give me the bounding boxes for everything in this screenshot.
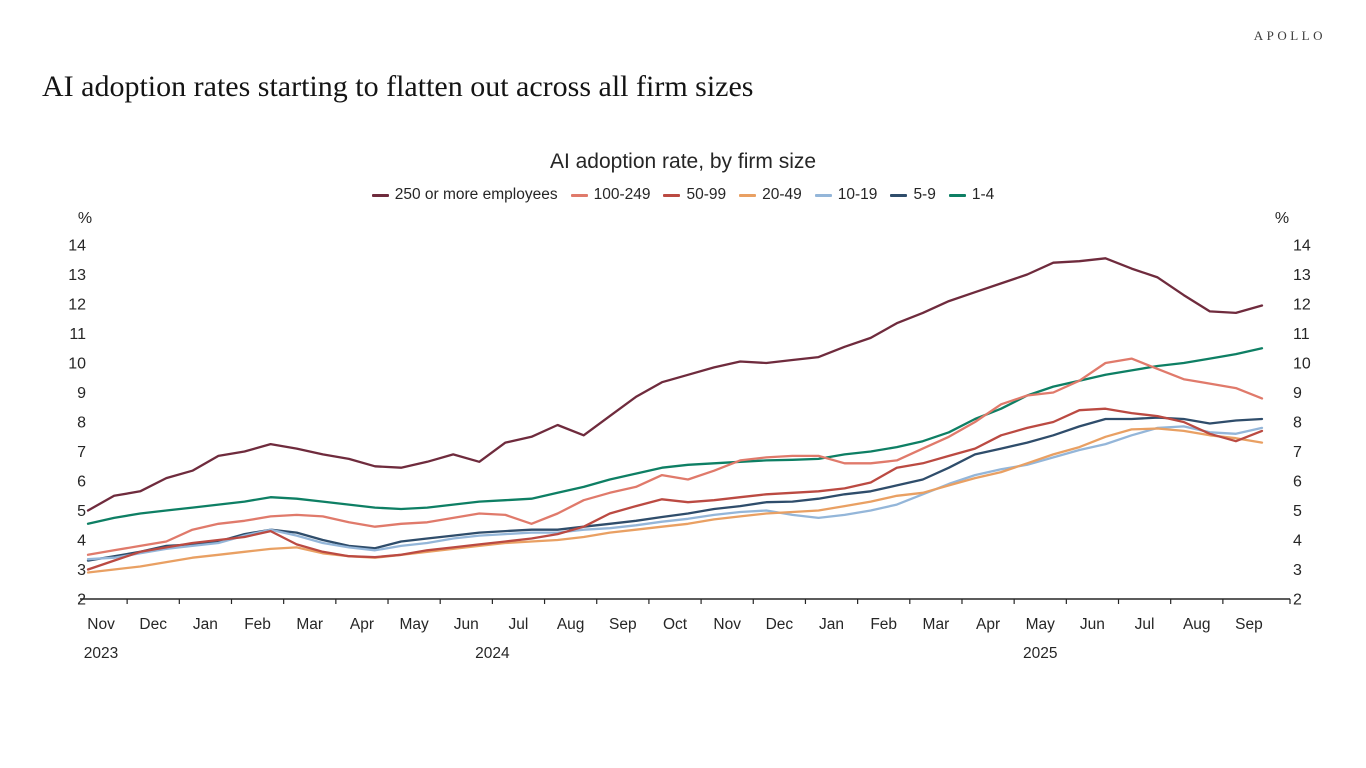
- legend-label: 5-9: [913, 186, 936, 203]
- y-axis-label-right: 8: [1293, 415, 1302, 432]
- x-axis-month-label: Nov: [87, 616, 115, 633]
- legend-label: 1-4: [971, 186, 995, 203]
- y-axis-label-left: 8: [77, 415, 86, 432]
- legend-label: 100-249: [593, 186, 651, 203]
- y-axis-label-left: 3: [77, 562, 86, 579]
- x-axis-month-label: Apr: [976, 616, 1000, 633]
- legend-item-250-or-more-employees: 250 or more employees: [371, 186, 558, 204]
- page-title: AI adoption rates starting to flatten ou…: [42, 70, 754, 104]
- y-axis-label-left: 10: [68, 356, 86, 373]
- y-axis-label-right: 2: [1293, 592, 1302, 609]
- y-axis-label-right: 12: [1293, 297, 1311, 314]
- x-axis-month-label: Nov: [713, 616, 741, 633]
- legend-swatch-250-or-more-employees: [371, 193, 389, 197]
- y-axis-label-left: 11: [69, 326, 86, 343]
- legend-swatch-10-19: [814, 193, 832, 197]
- legend-swatch-5-9: [890, 193, 908, 197]
- legend-item-100-249: 100-249: [570, 186, 651, 204]
- chart-legend: 250 or more employees 100-249 50-99 20-49 10…: [0, 186, 1366, 204]
- y-axis-label-right: 9: [1293, 385, 1302, 402]
- legend-label: 50-99: [686, 186, 727, 203]
- legend-item-20-49: 20-49: [739, 186, 802, 204]
- x-axis-month-label: Jun: [454, 616, 479, 633]
- legend-swatch-50-99: [663, 193, 681, 197]
- y-axis-unit-right: %: [1275, 210, 1289, 227]
- x-axis-month-label: Dec: [766, 616, 794, 633]
- x-axis-year-label: 2025: [1023, 645, 1057, 662]
- y-axis-label-right: 6: [1293, 474, 1302, 491]
- series-line-250-or-more-employees: [86, 257, 1264, 512]
- legend-label: 250 or more employees: [394, 186, 558, 203]
- x-axis-month-label: Dec: [139, 616, 167, 633]
- legend-swatch-20-49: [739, 193, 757, 197]
- x-axis-month-label: Aug: [1183, 616, 1211, 633]
- x-axis-month-label: Feb: [870, 616, 897, 633]
- x-axis-month-label: May: [1026, 616, 1056, 633]
- y-axis-label-left: 12: [68, 297, 86, 314]
- series-line-1-4: [86, 347, 1264, 525]
- x-axis-month-label: Aug: [557, 616, 585, 633]
- legend-item-5-9: 5-9: [890, 186, 936, 204]
- apollo-logo: APOLLO: [1253, 28, 1326, 43]
- legend-label: 20-49: [762, 186, 802, 203]
- legend-swatch-1-4: [948, 193, 966, 197]
- y-axis-label-left: 2: [77, 592, 86, 609]
- y-axis-label-right: 10: [1293, 356, 1311, 373]
- series-line-50-99: [86, 407, 1264, 571]
- series-line-10-19: [86, 425, 1264, 561]
- legend-item-50-99: 50-99: [663, 186, 726, 204]
- x-axis-month-label: Feb: [244, 616, 271, 633]
- y-axis-label-left: 6: [77, 474, 86, 491]
- x-axis-month-label: Jul: [509, 616, 529, 633]
- x-axis-month-label: Apr: [350, 616, 374, 633]
- x-axis-month-label: May: [399, 616, 429, 633]
- x-axis-month-label: Mar: [923, 616, 950, 633]
- x-axis-month-label: Jun: [1080, 616, 1105, 633]
- y-axis-label-right: 5: [1293, 503, 1302, 520]
- x-axis-month-label: Oct: [663, 616, 688, 633]
- y-axis-label-left: 5: [77, 503, 86, 520]
- y-axis-label-left: 14: [68, 238, 86, 255]
- y-axis-label-left: 7: [77, 444, 86, 461]
- y-axis-label-right: 7: [1293, 444, 1302, 461]
- x-axis-month-label: Jul: [1135, 616, 1155, 633]
- series-line-5-9: [86, 416, 1264, 562]
- legend-swatch-100-249: [570, 193, 588, 197]
- legend-item-1-4: 1-4: [948, 186, 995, 204]
- x-axis-month-label: Jan: [193, 616, 218, 633]
- y-axis-label-right: 11: [1293, 326, 1310, 343]
- y-axis-label-left: 4: [77, 533, 86, 550]
- x-axis-month-label: Sep: [609, 616, 637, 633]
- x-axis-month-label: Sep: [1235, 616, 1263, 633]
- y-axis-label-right: 13: [1293, 267, 1311, 284]
- x-axis-month-label: Mar: [296, 616, 323, 633]
- y-axis-label-right: 3: [1293, 562, 1302, 579]
- series-line-100-249: [86, 357, 1264, 556]
- x-axis-year-label: 2023: [84, 645, 118, 662]
- y-axis-label-left: 9: [77, 385, 86, 402]
- legend-label: 10-19: [837, 186, 878, 203]
- y-axis-label-right: 4: [1293, 533, 1302, 550]
- y-axis-label-left: 13: [68, 267, 86, 284]
- x-axis-year-label: 2024: [475, 645, 510, 662]
- y-axis-unit-left: %: [78, 210, 92, 227]
- x-axis-month-label: Jan: [819, 616, 844, 633]
- y-axis-label-right: 14: [1293, 238, 1311, 255]
- chart-title: AI adoption rate, by firm size: [549, 150, 817, 173]
- legend-item-10-19: 10-19: [814, 186, 878, 204]
- series-line-20-49: [86, 427, 1264, 574]
